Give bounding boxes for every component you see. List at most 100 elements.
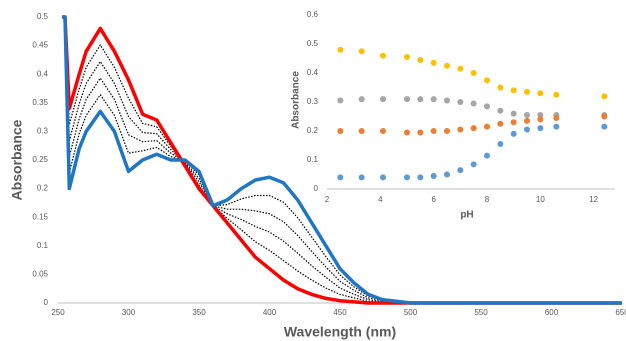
- scatter-point: [524, 117, 530, 124]
- scatter-point: [470, 161, 477, 168]
- scatter-point: [430, 128, 437, 134]
- scatter-point: [484, 103, 490, 110]
- scatter-point: [553, 91, 560, 98]
- scatter-point: [510, 110, 517, 117]
- y-tick-label: 0: [314, 184, 319, 193]
- scatter-point: [553, 123, 560, 130]
- x-tick-label: 500: [404, 308, 418, 317]
- scatter-point: [457, 126, 464, 133]
- scatter-point: [537, 90, 544, 97]
- scatter-point: [457, 65, 464, 72]
- y-tick-label: 0.5: [37, 12, 49, 21]
- y-tick-label: 0.15: [32, 212, 48, 221]
- scatter-point: [404, 174, 410, 181]
- scatter-point: [444, 97, 450, 104]
- y-tick-label: 0.6: [307, 10, 319, 19]
- scatter-point: [537, 112, 544, 119]
- x-tick-label: 650: [615, 308, 626, 317]
- y-tick-label: 0.5: [307, 39, 319, 48]
- x-tick-label: 600: [545, 308, 559, 317]
- scatter-point: [524, 88, 530, 95]
- scatter-point: [497, 141, 504, 148]
- scatter-point: [444, 171, 450, 178]
- scatter-point: [601, 93, 608, 100]
- x-tick-label: 400: [263, 308, 277, 317]
- scatter-point: [337, 174, 344, 181]
- scatter-point: [470, 125, 477, 132]
- scatter-point: [537, 125, 544, 132]
- y-tick-label: 0.35: [32, 98, 48, 107]
- scatter-point: [417, 56, 424, 63]
- x-tick-label: 350: [192, 308, 206, 317]
- x-axis-title: Wavelength (nm): [284, 324, 396, 340]
- scatter-point: [497, 120, 504, 127]
- scatter-point: [444, 128, 450, 134]
- scatter-point: [404, 129, 410, 136]
- scatter-point: [337, 128, 344, 134]
- scatter-point: [430, 96, 437, 103]
- x-tick-label: 4: [378, 195, 383, 204]
- y-tick-label: 0.1: [307, 155, 319, 164]
- scatter-point: [553, 114, 560, 121]
- scatter-point: [380, 174, 386, 181]
- scatter-point: [404, 96, 410, 103]
- scatter-point: [484, 77, 490, 84]
- x-tick-label: 10: [536, 195, 545, 204]
- x-tick-label: 300: [122, 308, 136, 317]
- y-tick-label: 0.1: [37, 241, 49, 250]
- y-tick-label: 0.2: [307, 126, 319, 135]
- spectrum-line: [62, 16, 622, 304]
- scatter-point: [510, 130, 517, 137]
- scatter-point: [380, 128, 386, 134]
- x-tick-label: 2: [325, 195, 330, 204]
- scatter-point: [457, 99, 464, 105]
- y-tick-label: 0.45: [32, 41, 48, 50]
- scatter-point: [601, 123, 608, 130]
- x-tick-label: 8: [485, 195, 490, 204]
- scatter-point: [358, 174, 365, 181]
- scatter-point: [358, 96, 365, 103]
- x-tick-label: 450: [333, 308, 347, 317]
- scatter-point: [417, 174, 424, 181]
- y-tick-label: 0.3: [37, 127, 49, 136]
- y-tick-label: 0.25: [32, 155, 48, 164]
- scatter-point: [337, 97, 344, 104]
- spectrum-line: [62, 16, 622, 304]
- x-tick-label: 550: [474, 308, 488, 317]
- scatter-point: [358, 48, 365, 55]
- x-tick-label: 6: [431, 195, 436, 204]
- scatter-point: [484, 152, 490, 159]
- scatter-point: [417, 129, 424, 136]
- x-axis-title: pH: [460, 210, 473, 221]
- scatter-point: [358, 128, 365, 134]
- scatter-point: [497, 84, 504, 91]
- y-tick-label: 0.4: [307, 68, 319, 77]
- scatter-point: [430, 59, 437, 66]
- spectrum-line: [62, 15, 622, 305]
- y-tick-label: 0.3: [307, 97, 319, 106]
- y-tick-label: 0: [44, 298, 49, 307]
- scatter-point: [537, 116, 544, 123]
- scatter-point: [510, 87, 517, 94]
- scatter-point: [417, 96, 424, 103]
- scatter-point: [601, 113, 608, 120]
- scatter-point: [497, 107, 504, 114]
- spectrum-line: [62, 16, 622, 304]
- scatter-point: [457, 167, 464, 174]
- scatter-point: [524, 126, 530, 133]
- spectrum-line: [62, 15, 622, 305]
- y-tick-label: 0.4: [37, 69, 49, 78]
- scatter-point: [380, 52, 386, 59]
- y-axis-title: Absorbance: [9, 119, 25, 200]
- scatter-point: [404, 54, 410, 61]
- x-tick-label: 250: [51, 308, 65, 317]
- y-tick-label: 0.05: [32, 270, 48, 279]
- scatter-point: [337, 46, 344, 53]
- spectrum-line: [62, 16, 622, 304]
- scatter-point: [484, 123, 490, 130]
- scatter-point: [470, 70, 477, 76]
- scatter-point: [524, 112, 530, 119]
- scatter-point: [430, 172, 437, 179]
- y-tick-label: 0.2: [37, 184, 49, 193]
